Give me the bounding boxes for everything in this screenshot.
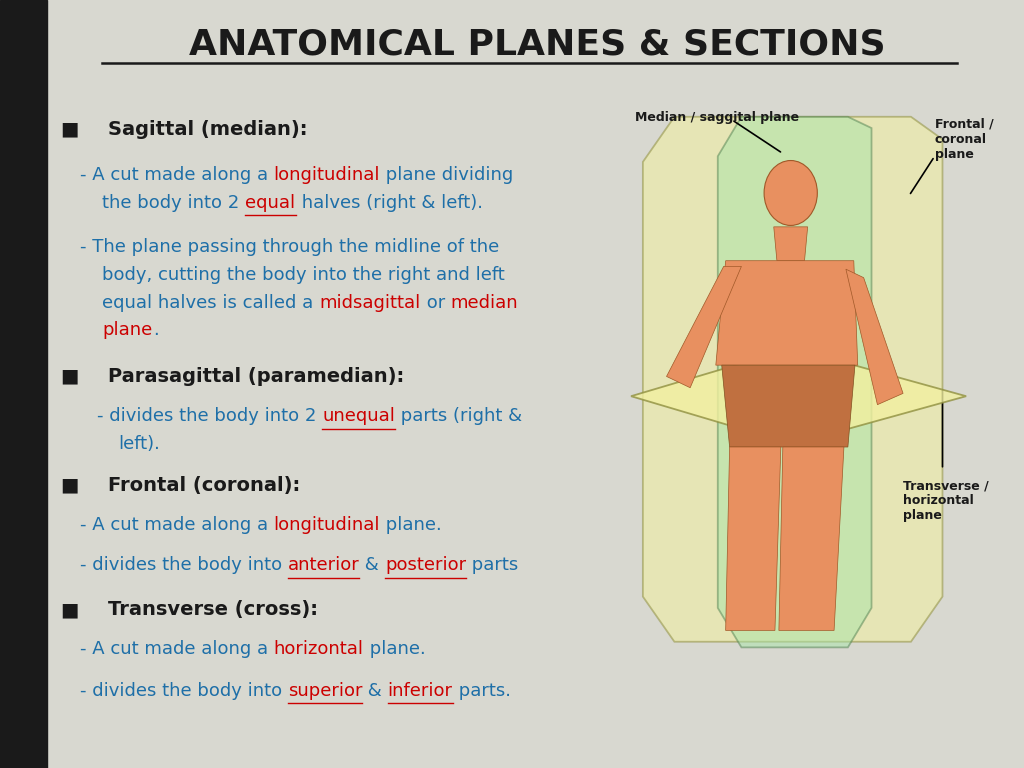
Ellipse shape (764, 161, 817, 226)
Polygon shape (779, 447, 844, 631)
Text: unequal: unequal (323, 407, 395, 425)
Polygon shape (774, 227, 808, 260)
Text: - divides the body into 2: - divides the body into 2 (97, 407, 323, 425)
Polygon shape (643, 117, 942, 642)
Text: - The plane passing through the midline of the: - The plane passing through the midline … (80, 238, 499, 257)
Text: or: or (421, 293, 451, 312)
Text: ■: ■ (60, 367, 79, 386)
Text: .: . (153, 321, 159, 339)
Text: Frontal (coronal):: Frontal (coronal): (108, 476, 300, 495)
Text: - A cut made along a: - A cut made along a (80, 640, 273, 658)
Text: plane dividing: plane dividing (380, 166, 513, 184)
Text: longitudinal: longitudinal (273, 516, 380, 535)
Text: - A cut made along a: - A cut made along a (80, 166, 273, 184)
Text: superior: superior (288, 682, 362, 700)
Polygon shape (726, 447, 781, 631)
Text: Frontal /
coronal
plane: Frontal / coronal plane (935, 118, 993, 161)
Polygon shape (722, 365, 855, 447)
Text: plane: plane (102, 321, 153, 339)
Text: Transverse (cross):: Transverse (cross): (108, 601, 317, 619)
Text: horizontal: horizontal (273, 640, 364, 658)
Text: equal: equal (246, 194, 296, 212)
Text: body, cutting the body into the right and left: body, cutting the body into the right an… (102, 266, 505, 284)
Text: ■: ■ (60, 601, 79, 619)
Text: Median / saggital plane: Median / saggital plane (635, 111, 799, 124)
Text: Parasagittal (paramedian):: Parasagittal (paramedian): (108, 367, 403, 386)
Polygon shape (846, 270, 903, 405)
Text: parts: parts (466, 556, 518, 574)
Text: - divides the body into: - divides the body into (80, 682, 288, 700)
Text: ■: ■ (60, 120, 79, 138)
Polygon shape (718, 117, 871, 647)
Text: Transverse /
horizontal
plane: Transverse / horizontal plane (903, 479, 989, 522)
Text: Sagittal (median):: Sagittal (median): (108, 120, 307, 138)
Text: anterior: anterior (288, 556, 359, 574)
Bar (0, 0, 47, 768)
Text: plane.: plane. (364, 640, 426, 658)
Text: &: & (362, 682, 388, 700)
Text: parts.: parts. (453, 682, 511, 700)
Text: midsagittal: midsagittal (319, 293, 421, 312)
Text: - divides the body into: - divides the body into (80, 556, 288, 574)
Polygon shape (667, 266, 741, 388)
Polygon shape (631, 348, 967, 444)
Text: median: median (451, 293, 518, 312)
Text: halves (right & left).: halves (right & left). (296, 194, 482, 212)
Text: &: & (359, 556, 385, 574)
Text: inferior: inferior (388, 682, 453, 700)
Text: ANATOMICAL PLANES & SECTIONS: ANATOMICAL PLANES & SECTIONS (189, 28, 886, 61)
Text: longitudinal: longitudinal (273, 166, 380, 184)
Text: ■: ■ (60, 476, 79, 495)
Text: left).: left). (118, 435, 160, 453)
Text: plane.: plane. (380, 516, 442, 535)
Text: - A cut made along a: - A cut made along a (80, 516, 273, 535)
Text: parts (right &: parts (right & (395, 407, 522, 425)
Text: equal halves is called a: equal halves is called a (102, 293, 319, 312)
Text: posterior: posterior (385, 556, 466, 574)
Polygon shape (716, 260, 858, 365)
Text: the body into 2: the body into 2 (102, 194, 246, 212)
